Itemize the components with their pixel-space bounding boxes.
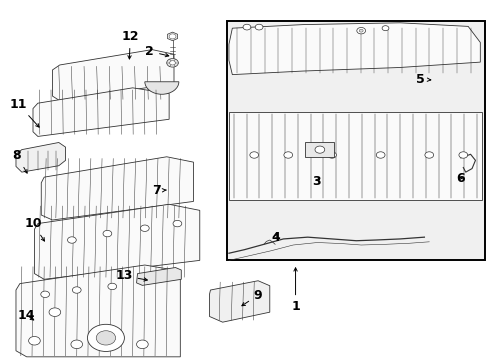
Circle shape <box>173 220 182 227</box>
Text: 13: 13 <box>115 269 147 282</box>
Text: 5: 5 <box>415 73 430 86</box>
Circle shape <box>67 237 76 243</box>
Circle shape <box>327 152 336 158</box>
Text: 14: 14 <box>18 309 35 321</box>
Polygon shape <box>16 265 180 357</box>
Circle shape <box>87 324 124 351</box>
Polygon shape <box>41 157 193 220</box>
Circle shape <box>169 34 176 39</box>
Wedge shape <box>144 82 179 94</box>
Circle shape <box>169 61 175 65</box>
Text: 2: 2 <box>145 45 168 58</box>
Circle shape <box>72 287 81 293</box>
Circle shape <box>284 152 292 158</box>
Circle shape <box>166 59 178 67</box>
Polygon shape <box>228 23 479 75</box>
Polygon shape <box>209 281 269 322</box>
Text: 6: 6 <box>456 172 464 185</box>
Text: 9: 9 <box>242 288 262 306</box>
Polygon shape <box>52 50 174 101</box>
Circle shape <box>140 225 149 231</box>
Circle shape <box>103 230 112 237</box>
Circle shape <box>41 291 49 297</box>
Circle shape <box>314 146 324 153</box>
Circle shape <box>136 340 148 348</box>
Circle shape <box>49 308 61 316</box>
Polygon shape <box>136 267 181 285</box>
Text: 10: 10 <box>24 217 44 241</box>
Polygon shape <box>34 204 200 279</box>
Circle shape <box>356 27 365 34</box>
Circle shape <box>29 337 40 345</box>
Polygon shape <box>16 143 65 172</box>
Polygon shape <box>33 88 169 136</box>
Text: 7: 7 <box>151 184 166 197</box>
Circle shape <box>96 331 116 345</box>
Polygon shape <box>167 32 177 41</box>
Circle shape <box>424 152 433 158</box>
Text: 11: 11 <box>10 98 39 127</box>
Circle shape <box>255 24 263 30</box>
Circle shape <box>458 152 467 158</box>
Circle shape <box>375 152 384 158</box>
Circle shape <box>243 24 250 30</box>
Polygon shape <box>228 112 481 200</box>
Circle shape <box>71 340 82 348</box>
Text: 1: 1 <box>290 268 299 313</box>
Circle shape <box>381 26 388 31</box>
Circle shape <box>249 152 258 158</box>
Text: 4: 4 <box>271 231 280 244</box>
FancyBboxPatch shape <box>305 143 334 157</box>
Circle shape <box>359 29 363 32</box>
Text: 3: 3 <box>311 175 320 188</box>
Circle shape <box>108 283 116 290</box>
Text: 8: 8 <box>13 149 27 173</box>
Bar <box>227 21 484 260</box>
Text: 12: 12 <box>121 30 139 59</box>
